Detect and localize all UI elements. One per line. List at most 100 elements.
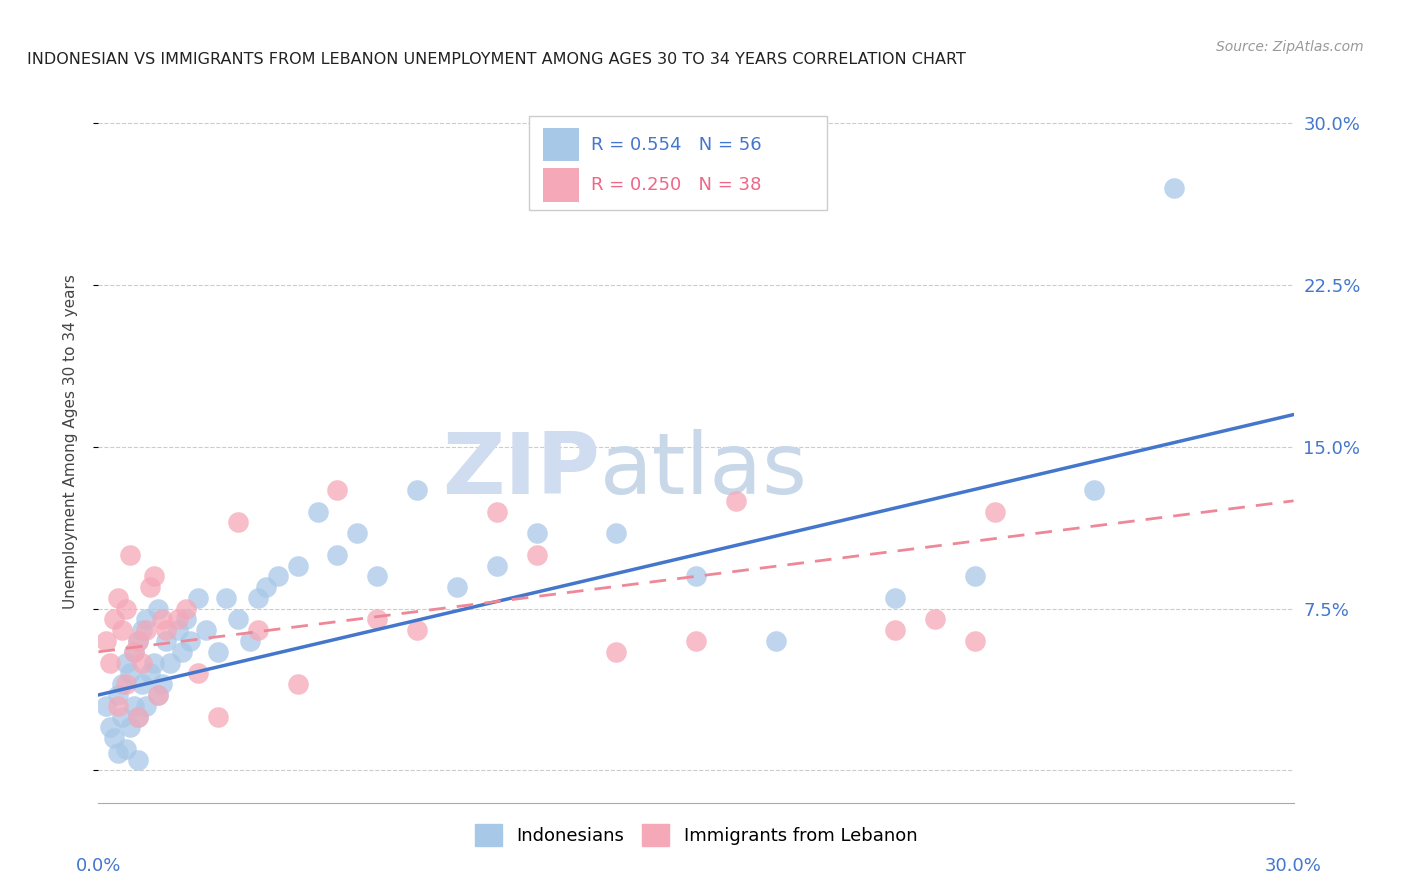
Point [107,591,129,605]
Point [107,688,129,702]
Point [148,688,170,702]
Point [131,624,153,638]
Text: R = 0.250   N = 38: R = 0.250 N = 38 [591,176,761,194]
Point [139,666,162,681]
Point [174,612,197,626]
Point [207,709,229,723]
Point [172,645,194,659]
Point [96,698,118,713]
Legend: Indonesians, Immigrants from Lebanon: Indonesians, Immigrants from Lebanon [465,815,927,855]
Point [326,548,349,562]
Point [239,634,262,648]
Text: INDONESIAN VS IMMIGRANTS FROM LEBANON UNEMPLOYMENT AMONG AGES 30 TO 34 YEARS COR: INDONESIAN VS IMMIGRANTS FROM LEBANON UN… [27,52,966,67]
Point [605,645,627,659]
Point [150,612,173,626]
Point [884,591,907,605]
Point [254,580,277,594]
Point [127,634,149,648]
Point [924,612,946,626]
Point [107,698,129,713]
Text: R = 0.554   N = 56: R = 0.554 N = 56 [591,136,762,153]
FancyBboxPatch shape [543,169,579,202]
Point [148,688,170,702]
Point [174,601,197,615]
Point [115,742,138,756]
Text: 30.0%: 30.0% [1265,856,1322,875]
Point [406,483,429,497]
Point [127,709,149,723]
Point [98,656,122,670]
Point [526,548,548,562]
Point [963,569,986,583]
Point [685,569,707,583]
Point [135,698,157,713]
Point [226,612,249,626]
Point [120,548,142,562]
Point [96,634,118,648]
Point [406,624,429,638]
Point [120,720,142,734]
Point [187,666,209,681]
Point [127,709,149,723]
Point [963,634,986,648]
Point [195,624,218,638]
Point [124,645,146,659]
Point [346,526,368,541]
Point [131,656,153,670]
Point [984,505,1007,519]
Point [115,677,138,691]
Point [143,569,166,583]
Point [287,677,309,691]
Point [884,624,907,638]
Point [150,677,173,691]
FancyBboxPatch shape [529,117,827,211]
Point [115,656,138,670]
Point [215,591,238,605]
Text: Source: ZipAtlas.com: Source: ZipAtlas.com [1216,40,1364,54]
Point [124,645,146,659]
Point [366,569,388,583]
Point [127,634,149,648]
Text: atlas: atlas [600,429,808,512]
Point [155,624,177,638]
Point [226,516,249,530]
Point [127,753,149,767]
Point [143,656,166,670]
Point [267,569,290,583]
Point [111,709,134,723]
Point [98,720,122,734]
Point [485,558,508,573]
Point [124,698,146,713]
Point [167,624,190,638]
Point [139,580,162,594]
Point [526,526,548,541]
Point [115,601,138,615]
Point [1163,181,1185,195]
Point [131,677,153,691]
Point [1083,483,1105,497]
Point [159,656,181,670]
Point [605,526,627,541]
Point [246,591,269,605]
Point [103,612,125,626]
Text: 0.0%: 0.0% [76,856,121,875]
Point [111,677,134,691]
Point [485,505,508,519]
Point [326,483,349,497]
Point [307,505,329,519]
Y-axis label: Unemployment Among Ages 30 to 34 years: Unemployment Among Ages 30 to 34 years [63,274,77,609]
FancyBboxPatch shape [543,128,579,161]
Point [207,645,229,659]
Point [446,580,468,594]
Point [148,601,170,615]
Point [135,612,157,626]
Point [724,493,747,508]
Point [287,558,309,573]
Point [107,746,129,760]
Point [685,634,707,648]
Point [187,591,209,605]
Point [366,612,388,626]
Text: ZIP: ZIP [443,429,600,512]
Point [120,666,142,681]
Point [103,731,125,745]
